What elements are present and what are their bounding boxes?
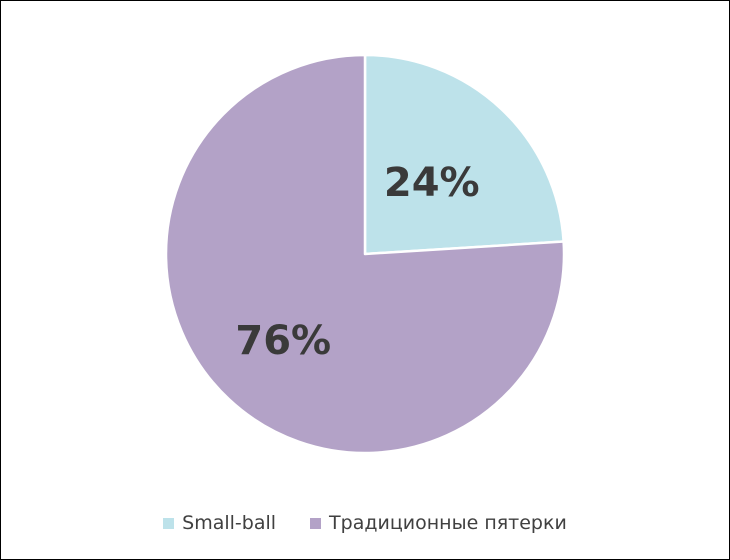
legend: Small-ball Традиционные пятерки: [0, 512, 730, 534]
slice-label-small-ball: 24%: [384, 160, 480, 206]
legend-label-traditional-lineups: Традиционные пятерки: [329, 512, 567, 534]
slice-label-traditional-lineups: 76%: [235, 318, 331, 364]
pie-slice-traditional-lineups: [164, 53, 566, 455]
pie-chart: 24% 76%: [164, 53, 566, 455]
legend-swatch-traditional-lineups: [310, 517, 322, 529]
legend-swatch-small-ball: [163, 517, 175, 529]
legend-label-small-ball: Small-ball: [182, 512, 277, 534]
legend-item-traditional-lineups: Традиционные пятерки: [310, 512, 567, 534]
pie-slice-small-ball: [363, 53, 565, 256]
legend-item-small-ball: Small-ball: [163, 512, 276, 534]
